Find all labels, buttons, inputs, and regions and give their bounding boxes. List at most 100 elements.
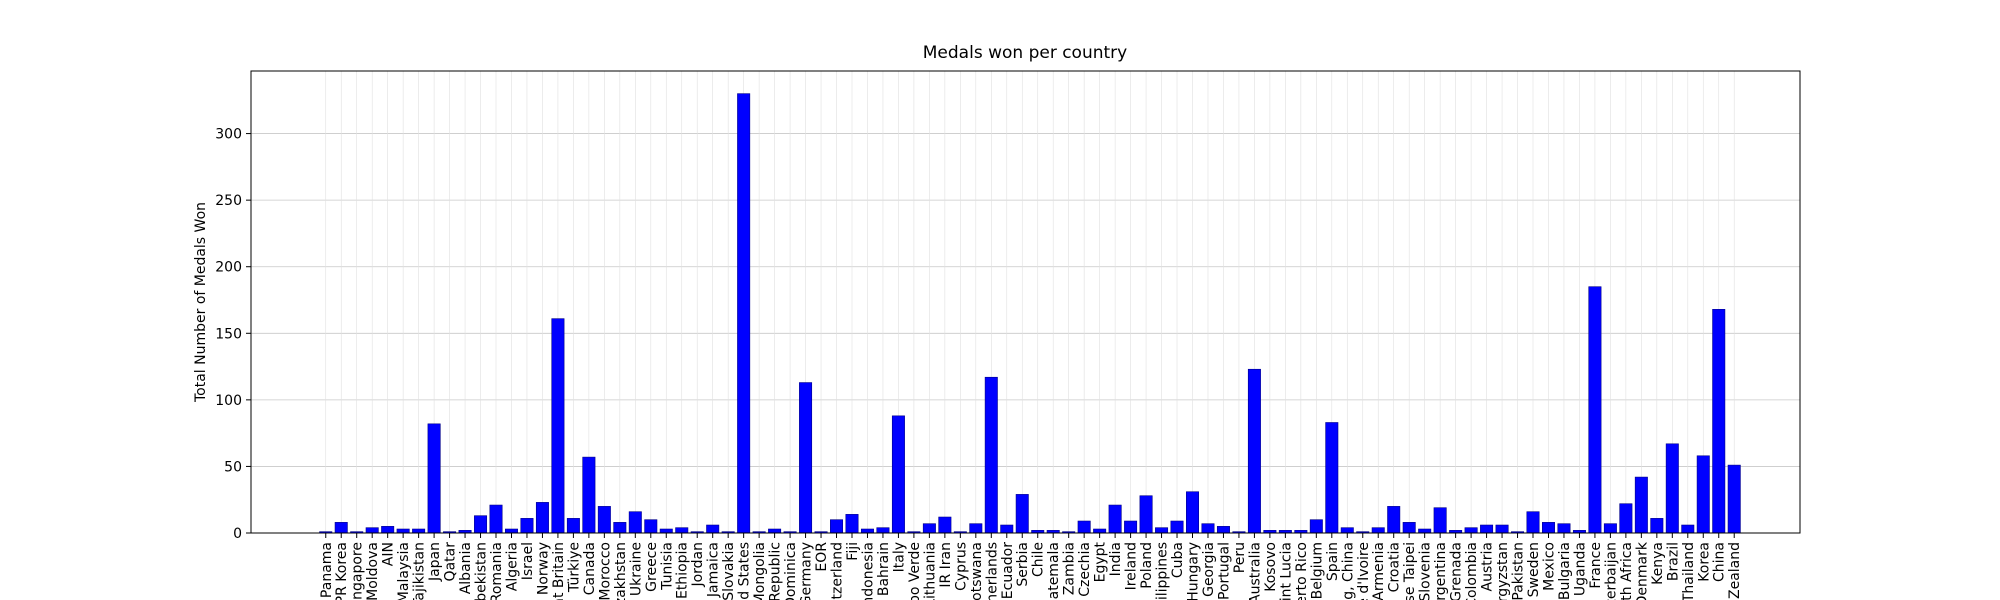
x-tick-label: Malaysia: [396, 542, 412, 600]
x-tick-label: Fiji: [845, 542, 861, 561]
bar: [551, 318, 565, 534]
bar: [1325, 422, 1339, 534]
x-tick-label: Spain: [1325, 542, 1341, 581]
x-tick-label: Zambia: [1062, 542, 1078, 595]
x-tick-label: Algeria: [504, 542, 520, 591]
x-tick-label: Uzbekistan: [474, 542, 490, 600]
bar: [1340, 527, 1354, 534]
x-tick-label: Japan: [427, 542, 443, 582]
x-tick-label: Slovenia: [1418, 542, 1434, 600]
x-tick-label: Hong Kong, China: [1340, 542, 1356, 600]
x-tick-label: Panama: [319, 542, 335, 598]
x-tick-label: Morocco: [597, 542, 613, 600]
x-tick-label: Bulgaria: [1557, 542, 1573, 600]
bar: [504, 528, 518, 534]
x-tick-label: Guatemala: [1046, 542, 1062, 600]
bar: [1124, 520, 1138, 534]
bar: [1139, 495, 1153, 534]
bar: [1170, 520, 1184, 534]
bar: [1696, 455, 1710, 534]
bar: [1681, 524, 1695, 534]
bar: [1201, 523, 1215, 534]
y-tick-label: 100: [215, 393, 242, 409]
x-tick-label: Switzerland: [830, 542, 846, 600]
bar: [644, 519, 658, 534]
bar: [1665, 443, 1679, 534]
bar: [1015, 494, 1029, 534]
x-tick-label: Hungary: [1186, 542, 1202, 600]
bar: [1108, 504, 1122, 534]
x-tick-label: Puerto Rico: [1294, 542, 1310, 600]
bar: [1541, 522, 1555, 534]
bar: [1077, 520, 1091, 534]
x-tick-label: Dominica: [783, 542, 799, 600]
bar: [845, 514, 859, 534]
bar: [1557, 523, 1571, 534]
bar: [922, 523, 936, 534]
x-tick-label: Mongolia: [752, 542, 768, 600]
bar: [891, 415, 905, 534]
bar: [737, 93, 751, 534]
x-tick-label: Armenia: [1371, 542, 1387, 600]
x-tick-label: Cyprus: [953, 542, 969, 591]
x-tick-label: Kosovo: [1263, 542, 1279, 592]
bar: [768, 528, 782, 534]
x-tick-label: Germany: [799, 542, 815, 600]
bar: [1619, 503, 1633, 534]
bar: [1387, 506, 1401, 534]
x-tick-label: Greece: [644, 542, 660, 592]
x-tick-label: Sweden: [1526, 542, 1542, 597]
x-tick-label: Lithuania: [922, 542, 938, 600]
bar: [675, 527, 689, 534]
bar: [489, 504, 503, 534]
bar: [396, 528, 410, 534]
x-tick-label: Belgium: [1309, 542, 1325, 599]
x-tick-label: AIN: [381, 542, 397, 566]
x-tick-label: Austria: [1480, 542, 1496, 591]
bar: [1418, 528, 1432, 534]
bar: [1433, 507, 1447, 534]
bar: [597, 506, 611, 534]
x-tick-label: Bahrain: [876, 542, 892, 596]
x-tick-label: United States: [737, 542, 753, 600]
bar: [412, 528, 426, 534]
bar: [799, 382, 813, 534]
x-tick-label: India: [1108, 542, 1124, 576]
bar: [659, 528, 673, 534]
x-tick-label: Azerbaijan: [1603, 542, 1619, 600]
x-tick-label: Uganda: [1572, 542, 1588, 596]
bar: [381, 526, 395, 534]
x-tick-label: Chinese Taipei: [1402, 542, 1418, 600]
bar: [334, 522, 348, 534]
x-tick-label: Dominican Republic: [768, 542, 784, 600]
x-tick-label: China: [1712, 542, 1728, 582]
bar: [1634, 476, 1648, 534]
x-tick-label: Serbia: [1015, 542, 1031, 587]
x-tick-label: Canada: [582, 542, 598, 595]
x-tick-label: New Zealand: [1727, 542, 1743, 600]
x-tick-label: Botswana: [969, 542, 985, 600]
x-tick-label: Albania: [458, 542, 474, 594]
bar: [1588, 286, 1602, 534]
x-tick-label: Jordan: [690, 542, 706, 588]
bar: [1495, 524, 1509, 534]
x-tick-label: Jamaica: [706, 542, 722, 598]
bar: [628, 511, 642, 534]
y-tick-label: 200: [215, 260, 242, 276]
x-tick-label: Korea: [1696, 542, 1712, 582]
x-tick-label: Georgia: [1201, 542, 1217, 597]
x-tick-label: Chile: [1031, 542, 1047, 577]
x-tick-label: Saint Lucia: [1278, 542, 1294, 600]
bar: [520, 518, 534, 534]
bar: [566, 518, 580, 534]
x-tick-label: Ukraine: [628, 542, 644, 596]
plot-frame: [250, 70, 1801, 534]
y-tick-label: 300: [215, 127, 242, 143]
bar: [1186, 491, 1199, 534]
bar: [1526, 511, 1540, 534]
x-tick-label: Australia: [1247, 542, 1263, 600]
x-tick-label: Great Britain: [551, 542, 567, 600]
bar: [876, 527, 890, 534]
x-tick-label: Israel: [520, 542, 536, 580]
